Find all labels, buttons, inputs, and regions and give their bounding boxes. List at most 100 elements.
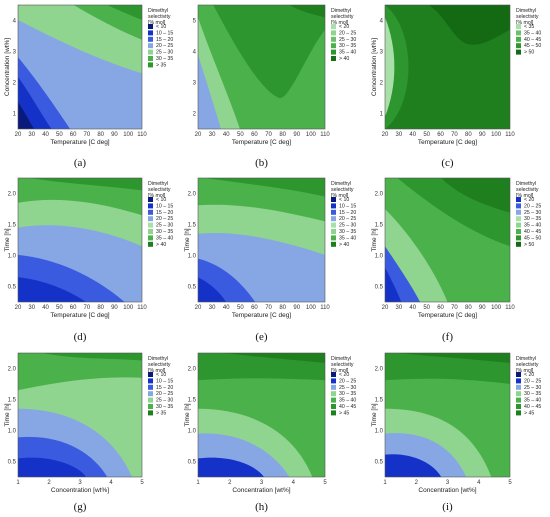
legend-swatch [148, 30, 153, 36]
legend-swatch [516, 197, 521, 202]
legend-entry-label: 20 – 25 [524, 203, 541, 209]
legend-entry-label: 10 – 15 [156, 30, 173, 36]
contour-region [385, 267, 402, 302]
panel-b: 20 30 40 50 60 70 80 90 100 110 2 3 4 5 Temperature [C… [193, 4, 356, 169]
plot-frame [384, 177, 511, 303]
legend-swatch [516, 36, 521, 42]
x-tick-label: 110 [137, 305, 147, 311]
legend-swatch [331, 56, 336, 61]
legend-swatch [331, 235, 336, 241]
x-tick-label: 80 [279, 132, 286, 138]
contour-plot [198, 353, 325, 477]
contour-plot [198, 178, 325, 302]
legend-entry-label: 30 – 35 [156, 404, 173, 410]
legend-swatch [331, 216, 336, 222]
plot-frame [384, 4, 511, 130]
y-tick-label: 2 [193, 112, 197, 118]
contour-region [397, 353, 510, 363]
legend-entry-label: 20 – 25 [339, 30, 356, 36]
legend-title: selectivity [148, 187, 171, 193]
y-tick-label: 1.5 [188, 223, 197, 229]
x-tick-label: 4 [292, 480, 296, 486]
legend-swatch [148, 56, 153, 61]
contour-region [385, 17, 395, 117]
legend-entry-label: 40 – 45 [339, 404, 356, 410]
panel-c: 20 30 40 50 60 70 80 90 100 110 1 2 3 4 Temperature [C… [371, 4, 541, 169]
y-tick-label: 0.5 [375, 285, 384, 291]
legend-entry-label: < 10 [339, 197, 349, 203]
legend-entry-label: 10 – 15 [156, 203, 173, 209]
legend-swatch [516, 30, 521, 36]
legend-swatch [331, 372, 336, 377]
legend-title: Dimethyl [331, 8, 351, 14]
legend-entry-label: 35 – 40 [156, 235, 173, 241]
x-tick-label: 40 [42, 305, 49, 311]
legend-entry-label: 25 – 30 [156, 223, 173, 229]
legend-swatch [148, 36, 153, 42]
panel-label: (c) [441, 157, 454, 169]
y-tick-label: 0.5 [188, 285, 197, 291]
x-tick-label: 3 [446, 480, 450, 486]
x-tick-label: 70 [84, 305, 91, 311]
x-axis-label: Concentration [wt%] [51, 487, 109, 494]
x-tick-label: 80 [97, 305, 104, 311]
legend-title: selectivity [331, 362, 354, 368]
legend-entry-label: < 35 [524, 24, 534, 30]
y-tick-label: 0.5 [8, 460, 17, 466]
legend-entry-label: 10 – 15 [156, 378, 173, 384]
y-tick-label: 1 [13, 112, 17, 118]
contour-region [204, 178, 325, 197]
legend-entry-label: 25 – 30 [524, 385, 541, 391]
y-tick-label: 2.0 [375, 192, 384, 198]
x-tick-label: 5 [140, 480, 144, 486]
x-tick-label: 100 [123, 305, 134, 311]
y-tick-label: 2.0 [188, 367, 197, 373]
legend-entry-label: 30 – 35 [156, 229, 173, 235]
x-tick-label: 70 [265, 305, 272, 311]
legend-entry-label: 15 – 20 [339, 210, 356, 216]
legend-swatch [516, 410, 521, 416]
legend-entry-label: 30 – 35 [339, 229, 356, 235]
legend-entry-label: 25 – 30 [339, 223, 356, 229]
x-tick-label: 110 [137, 132, 147, 138]
x-tick-label: 4 [109, 480, 113, 486]
legend-entry-label: 25 – 30 [524, 210, 541, 216]
legend-title: selectivity [516, 362, 539, 368]
legend-entry-label: 25 – 30 [156, 398, 173, 404]
legend-swatch [331, 43, 336, 49]
legend-swatch [516, 209, 521, 215]
x-tick-label: 4 [477, 480, 481, 486]
plot-frame [197, 177, 326, 303]
x-axis-label: Temperature [C deg] [50, 139, 109, 146]
x-tick-label: 20 [195, 132, 202, 138]
legend-title: Dimethyl [516, 181, 536, 187]
y-tick-label: 2.0 [188, 192, 197, 198]
panel-label: (i) [442, 501, 453, 513]
legend-swatch [331, 241, 336, 247]
x-tick-label: 60 [251, 132, 258, 138]
legend-swatch [148, 378, 153, 384]
contour-plot [198, 5, 325, 129]
plot-frame [17, 177, 143, 303]
legend-swatch [331, 384, 336, 390]
legend-entry-label: > 40 [339, 242, 349, 248]
x-tick-label: 90 [111, 305, 118, 311]
contour-region [223, 353, 325, 363]
x-tick-label: 40 [409, 132, 416, 138]
legend-title: [% mol] [331, 368, 349, 374]
x-tick-label: 60 [437, 305, 444, 311]
x-tick-label: 90 [479, 132, 486, 138]
legend-entry-label: 30 – 35 [524, 391, 541, 397]
x-axis-label: Concentration [wt%] [232, 487, 290, 494]
legend-entry-label: > 45 [524, 410, 534, 416]
legend-swatch [331, 36, 336, 42]
x-tick-label: 2 [47, 480, 51, 486]
panel-label: (f) [442, 331, 453, 343]
contour-plot [18, 353, 142, 477]
legend-entry-label: < 10 [156, 197, 166, 203]
x-tick-label: 80 [97, 132, 104, 138]
